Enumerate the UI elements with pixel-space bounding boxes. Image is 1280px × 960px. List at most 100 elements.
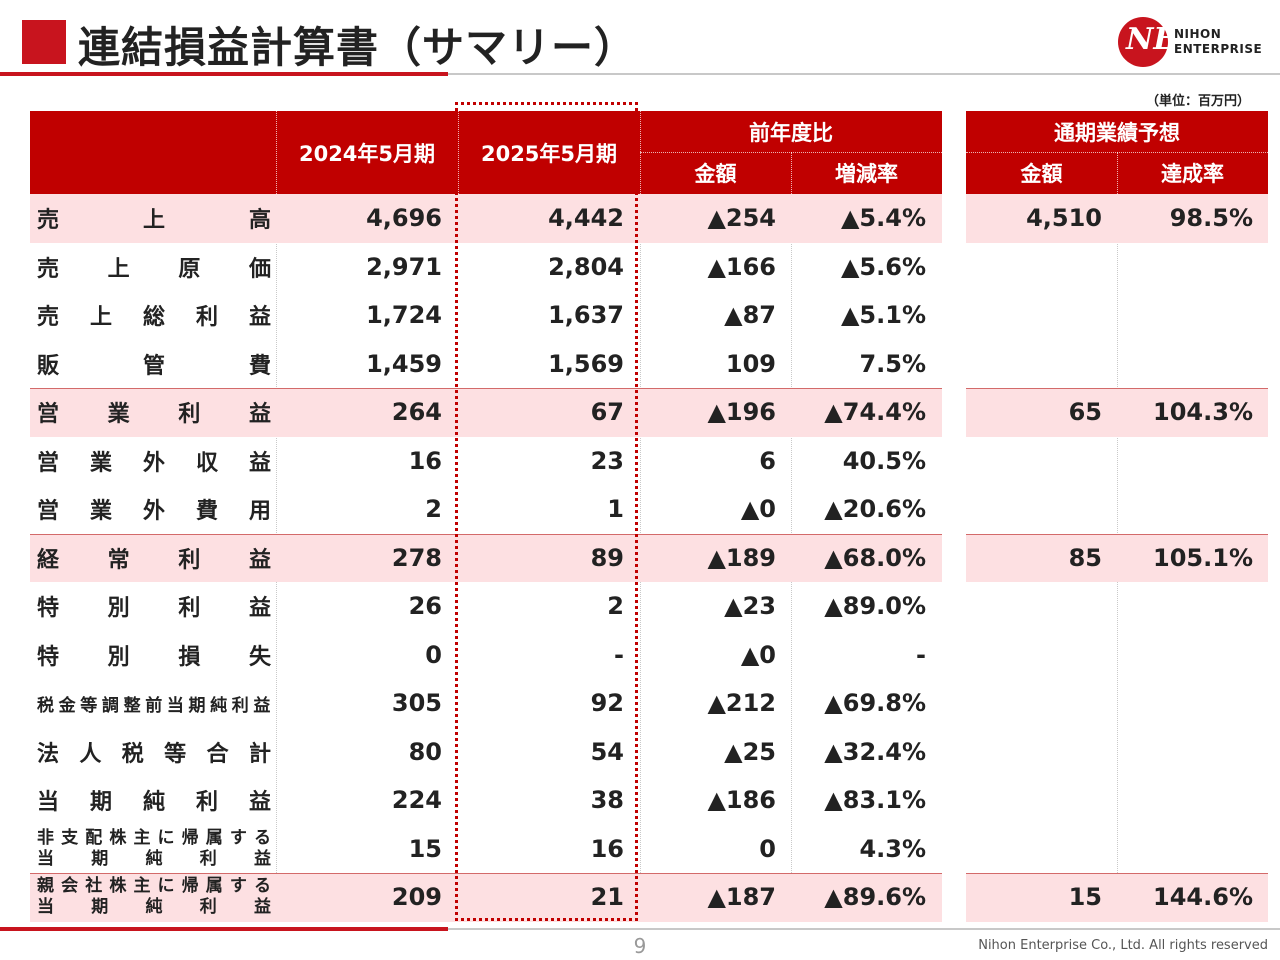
cell-forecast: 4,510	[1026, 204, 1102, 233]
cell-fy2024: 4,696	[366, 204, 442, 233]
cell-diff: 6	[759, 446, 776, 475]
table-row: 売上総利益 1,724 1,637 ▲87 ▲5.1%	[0, 291, 1280, 340]
cell-fy2025: 2,804	[548, 252, 624, 281]
company-logo: NE NIHON ENTERPRISE	[1118, 15, 1268, 71]
cell-fy2024: 0	[425, 640, 442, 669]
header-divider	[458, 111, 459, 194]
cell-achieve	[1118, 437, 1253, 486]
cell-fy2025: 2	[607, 592, 624, 621]
cell-diff: ▲212	[707, 689, 776, 718]
row-label-line: 当期純利益	[37, 848, 271, 869]
cell-fy2025: 92	[590, 689, 624, 718]
cell-rate: -	[916, 640, 926, 669]
cell-rate: ▲69.8%	[824, 689, 926, 718]
cell-forecast	[966, 437, 1102, 486]
cell-diff: ▲187	[707, 883, 776, 912]
cell-rate: ▲68.0%	[824, 543, 926, 572]
header-rule-red	[0, 72, 448, 76]
cell-achieve	[1118, 728, 1253, 777]
page-title: 連結損益計算書（サマリー）	[78, 23, 638, 72]
cell-fy2025: 38	[590, 786, 624, 815]
row-label: 営業外費用	[37, 499, 271, 525]
header-divider	[1117, 152, 1118, 194]
row-label-line: 非支配株主に帰属する	[37, 827, 271, 848]
header-fy2024: 2024年5月期	[276, 111, 458, 194]
cell-rate: ▲83.1%	[824, 786, 926, 815]
page-number: 9	[633, 934, 647, 958]
cell-diff: ▲23	[724, 592, 776, 621]
table-row: 経常利益 278 89 ▲189 ▲68.0% 85 105.1%	[0, 533, 1280, 582]
row-label: 当期純利益	[37, 790, 271, 816]
row-highlight-band	[966, 194, 1268, 243]
row-highlight-band	[30, 194, 942, 243]
cell-diff: 109	[725, 349, 776, 378]
footer-rule-gray	[448, 928, 1280, 930]
header-divider	[276, 111, 277, 194]
logo-text-line2: ENTERPRISE	[1174, 42, 1263, 56]
fy2025-highlight-frame	[455, 102, 638, 921]
cell-fy2024: 15	[408, 834, 442, 863]
row-label: 販管費	[37, 353, 271, 379]
cell-achieve	[1118, 631, 1253, 680]
cell-rate: 7.5%	[859, 349, 926, 378]
cell-achieve	[1118, 485, 1253, 534]
header-fy2025: 2025年5月期	[458, 111, 640, 194]
row-label: 法人税等合計	[37, 741, 271, 767]
header-yoy-rate: 増減率	[791, 152, 942, 194]
table-row: 親会社株主に帰属する当期純利益 209 21 ▲187 ▲89.6% 15 144.6%	[0, 873, 1280, 922]
cell-forecast	[966, 291, 1102, 340]
title-accent-square	[22, 20, 66, 64]
cell-fy2024: 16	[408, 446, 442, 475]
footer-rule-red	[0, 927, 448, 931]
logo-text-line1: NIHON	[1174, 27, 1222, 41]
section-divider	[966, 873, 1268, 874]
cell-diff: ▲196	[707, 398, 776, 427]
cell-fy2025: 89	[590, 543, 624, 572]
table-row: 営業外収益 16 23 6 40.5%	[0, 437, 1280, 486]
cell-rate: 40.5%	[842, 446, 926, 475]
section-divider	[966, 388, 1268, 389]
header-yoy-group: 前年度比	[640, 111, 942, 152]
cell-rate: ▲5.4%	[840, 204, 926, 233]
cell-forecast	[966, 825, 1102, 874]
cell-rate: ▲74.4%	[824, 398, 926, 427]
cell-forecast: 85	[1068, 543, 1102, 572]
header-divider	[791, 152, 792, 194]
row-label: 特別利益	[37, 596, 271, 622]
row-label: 親会社株主に帰属する当期純利益	[37, 876, 271, 918]
section-divider	[966, 533, 1268, 535]
cell-achieve: 144.6%	[1153, 883, 1253, 912]
cell-fy2024: 224	[391, 786, 442, 815]
cell-achieve	[1118, 776, 1253, 825]
cell-rate: ▲89.6%	[824, 883, 926, 912]
section-divider	[30, 388, 942, 389]
row-label: 営業利益	[37, 402, 271, 428]
cell-diff: 0	[759, 834, 776, 863]
cell-fy2025: -	[614, 640, 624, 669]
cell-diff: ▲0	[740, 495, 776, 524]
cell-fy2024: 80	[408, 737, 442, 766]
cell-diff: ▲25	[724, 737, 776, 766]
cell-fy2025: 54	[590, 737, 624, 766]
row-label-line: 親会社株主に帰属する	[37, 876, 271, 896]
cell-diff: ▲87	[724, 301, 776, 330]
logo-circle-icon	[1118, 17, 1168, 67]
cell-fy2024: 278	[391, 543, 442, 572]
table-row: 法人税等合計 80 54 ▲25 ▲32.4%	[0, 728, 1280, 777]
row-label: 営業外収益	[37, 450, 271, 476]
table-row: 当期純利益 224 38 ▲186 ▲83.1%	[0, 776, 1280, 825]
row-highlight-band	[966, 388, 1268, 437]
cell-rate: ▲89.0%	[824, 592, 926, 621]
cell-fy2025: 1,569	[548, 349, 624, 378]
row-label: 特別損失	[37, 644, 271, 670]
cell-diff: ▲0	[740, 640, 776, 669]
cell-forecast	[966, 485, 1102, 534]
cell-fy2025: 1	[607, 495, 624, 524]
cell-fy2024: 1,459	[366, 349, 442, 378]
cell-achieve	[1118, 243, 1253, 292]
header-yoy-amount: 金額	[640, 152, 791, 194]
cell-fy2024: 26	[408, 592, 442, 621]
section-divider	[30, 533, 942, 535]
row-label: 売上総利益	[37, 305, 271, 331]
cell-achieve: 98.5%	[1169, 204, 1253, 233]
